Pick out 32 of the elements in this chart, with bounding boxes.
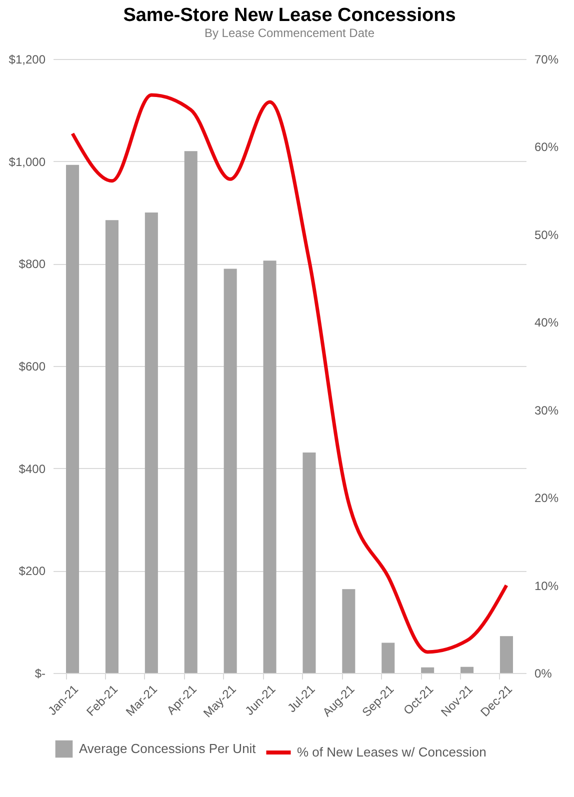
bar [184,151,198,673]
bar [66,164,80,673]
y2-tick-label: 60% [534,140,559,154]
bar [224,268,237,673]
bar [342,589,356,673]
y2-tick-label: 0% [534,666,552,680]
y2-tick-label: 70% [534,52,559,66]
chart-title: Same-Store New Lease Concessions [123,5,456,26]
bar [460,666,474,673]
bar [421,667,434,673]
legend-label: Average Concessions Per Unit [79,741,256,756]
line-series [70,93,508,654]
y2-tick-label: 30% [534,403,559,418]
y2-tick-label: 50% [534,228,559,242]
y2-tick-label: 20% [534,491,559,506]
y-tick-label: $400 [18,462,46,476]
y2-tick-label: 40% [534,316,559,330]
bar [105,220,118,673]
y-tick-label: $200 [18,564,46,578]
y2-tick-label: 10% [534,578,559,593]
y-tick-label: $600 [18,360,46,374]
bar [144,212,158,673]
y-tick-label: $1,200 [8,52,46,66]
y-tick-label: $800 [18,257,46,272]
bar [302,452,316,673]
y-tick-label: $1,000 [8,154,46,169]
legend-label: % of New Leases w/ Concession [297,744,486,760]
y-tick-label: $- [34,666,46,680]
bar [263,260,276,673]
chart-subtitle: By Lease Commencement Date [204,26,375,40]
bar [382,642,395,673]
bar [500,636,513,673]
